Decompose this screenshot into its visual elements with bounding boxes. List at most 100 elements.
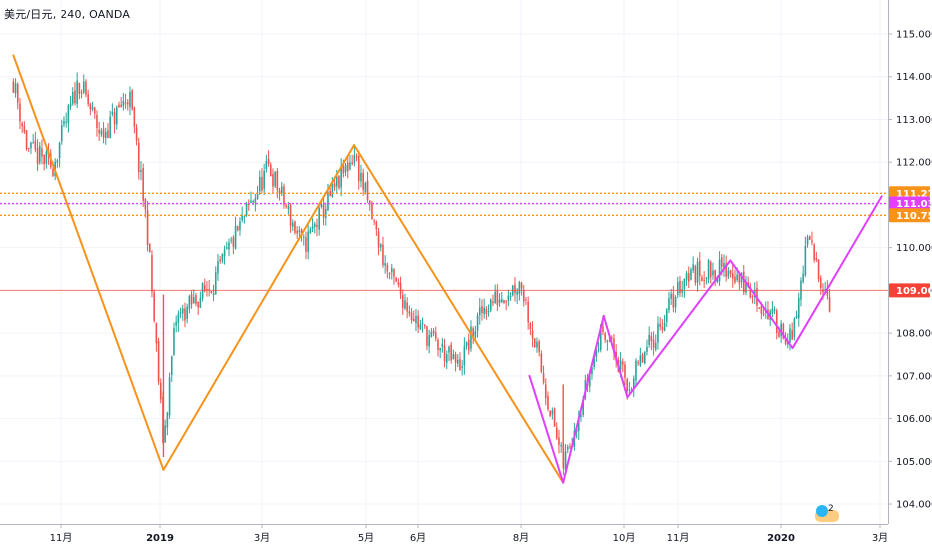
candle-body [388,273,391,275]
candle-body [362,172,364,190]
trend-segment[interactable] [602,315,629,399]
candle [340,158,342,197]
candle-body [727,270,730,277]
candle-body [742,271,745,293]
candle [60,119,63,145]
candle-body [285,205,287,207]
candle [30,141,32,155]
trend-segment[interactable] [729,259,794,350]
candle [357,150,360,190]
candle-body [421,322,424,325]
candle-body [540,353,543,372]
candle-body [485,308,488,315]
candle [731,263,734,288]
candle [496,284,499,312]
candle [773,306,776,315]
candle [368,200,371,211]
candle [349,154,351,171]
candle [27,147,30,153]
candle-body [542,373,545,383]
candle-body [481,306,483,314]
candle [734,269,736,285]
candle [250,191,252,204]
candle-body [131,90,133,109]
magenta-zigzag[interactable] [528,195,883,484]
candle-body [602,326,604,332]
symbol-title[interactable]: 美元/日元, 240, OANDA [4,8,131,21]
trend-segment[interactable] [562,315,605,484]
candle [492,294,494,307]
candle [135,124,138,146]
candle [705,276,708,285]
candle [373,218,375,226]
candle [263,163,265,196]
candle-body [639,355,642,366]
candle [197,301,199,315]
candle-body [272,173,274,187]
time-axis[interactable]: 11月 2019 3月 5月 6月 8月 10月 11月 2020 3月 [0,524,888,550]
candle-body [668,298,670,311]
trend-segment[interactable] [528,374,565,484]
candle [23,121,26,134]
candle [527,296,529,330]
candle [654,334,657,352]
candle [481,299,483,321]
candle-body [731,273,734,279]
candle-body [718,259,721,282]
candle [133,106,136,134]
candle [415,308,417,332]
candle [76,72,78,108]
candle [12,78,15,94]
candle-body [212,293,215,296]
orange-zigzag[interactable] [12,54,565,484]
candle [142,163,144,207]
candle [762,308,765,317]
candle-body [89,103,92,110]
candle-body [525,299,527,301]
candle-body [173,327,175,355]
candle-body [122,100,125,106]
indicator-badge[interactable]: 2 [814,502,840,524]
candle-body [593,356,595,367]
candle-body [38,145,41,163]
candle-body [168,377,171,416]
trend-segment[interactable] [353,144,565,484]
candle-body [749,286,752,298]
candle-body [533,338,536,348]
candle-body [311,226,314,229]
price-tag-label: 109.001 [896,286,932,297]
candle [91,101,94,112]
trend-segment[interactable] [12,54,165,471]
candle-body [142,167,144,201]
candle [729,269,732,278]
candle-body [558,437,560,446]
candle [146,201,149,252]
candle [186,303,188,324]
candle-body [685,273,688,280]
candle [223,245,226,265]
candle-body [806,237,809,245]
trend-segment[interactable] [791,195,883,350]
candle-body [698,260,701,277]
candle [283,183,285,209]
trend-segment[interactable] [162,144,356,471]
candle [379,243,382,252]
candle-body [214,272,217,295]
candle-body [536,341,538,348]
price-axis-bg [888,0,932,550]
price-axis[interactable]: 104.000 105.000 106.000 107.000 108.000 109.0… [888,0,932,550]
trend-segment[interactable] [626,259,732,399]
candle-series [12,72,831,476]
candle [118,101,120,108]
candle-body [364,183,367,193]
candle-body [100,130,103,135]
candle [129,86,131,116]
price-tick-label: 114.000 [896,72,932,83]
candle-body [509,295,512,297]
candle-body [410,312,413,321]
candle [670,289,672,306]
candle-body [775,310,778,333]
candle [426,325,428,351]
candle [439,347,441,359]
